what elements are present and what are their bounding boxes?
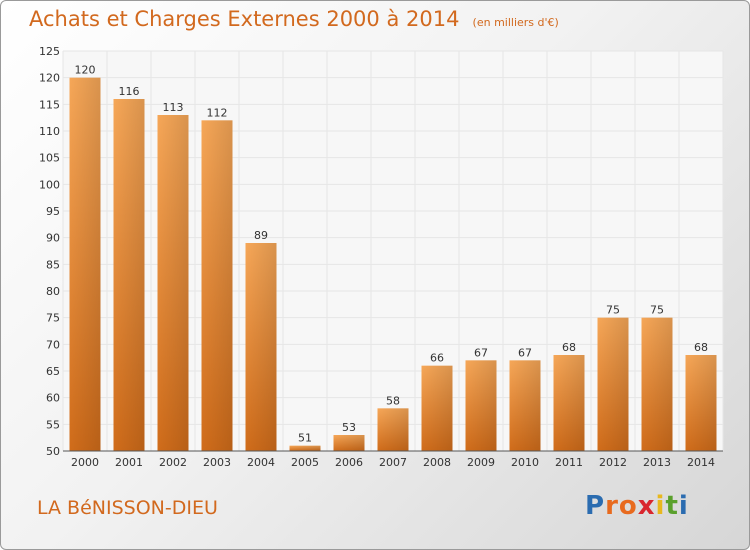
x-tick-label: 2000 bbox=[71, 456, 99, 469]
logo-letter: i bbox=[678, 491, 689, 521]
bar-shade bbox=[553, 355, 585, 451]
data-label: 66 bbox=[430, 352, 444, 365]
logo-letter: i bbox=[655, 491, 666, 521]
x-tick-label: 2008 bbox=[423, 456, 451, 469]
data-label: 116 bbox=[119, 85, 140, 98]
logo-letter: P bbox=[585, 491, 606, 521]
bar-shade bbox=[333, 435, 365, 451]
x-tick-label: 2004 bbox=[247, 456, 275, 469]
y-tick-label: 105 bbox=[39, 152, 60, 165]
bar-shade bbox=[157, 115, 189, 451]
data-label: 51 bbox=[298, 432, 312, 445]
y-tick-label: 65 bbox=[46, 365, 60, 378]
data-label: 68 bbox=[694, 341, 708, 354]
data-labels: 120 116 113 112 89 51 53 58 66 67 67 68 75 75 68 bbox=[75, 64, 709, 445]
y-tick-label: 90 bbox=[46, 232, 60, 245]
x-tick-label: 2001 bbox=[115, 456, 143, 469]
bar-shade bbox=[597, 317, 629, 451]
x-tick-label: 2010 bbox=[511, 456, 539, 469]
bar-shade bbox=[641, 317, 673, 451]
data-label: 89 bbox=[254, 229, 268, 242]
x-tick-label: 2003 bbox=[203, 456, 231, 469]
commune-name: LA BéNISSON-DIEU bbox=[37, 497, 218, 519]
x-tick-label: 2005 bbox=[291, 456, 319, 469]
proxiti-logo: Proxiti bbox=[585, 491, 689, 521]
data-label: 112 bbox=[207, 106, 228, 119]
bar-shade bbox=[377, 408, 409, 451]
bar-shade bbox=[245, 243, 277, 451]
bar-shade bbox=[201, 120, 233, 451]
y-tick-label: 95 bbox=[46, 205, 60, 218]
bar-shade bbox=[113, 99, 145, 451]
bar-shade bbox=[509, 360, 541, 451]
bar-shade bbox=[685, 355, 717, 451]
y-tick-label: 75 bbox=[46, 312, 60, 325]
logo-letter: x bbox=[637, 491, 656, 521]
data-label: 67 bbox=[518, 346, 532, 359]
y-tick-label: 55 bbox=[46, 418, 60, 431]
x-tick-label: 2006 bbox=[335, 456, 363, 469]
bar-shade bbox=[289, 445, 321, 451]
y-tick-label: 60 bbox=[46, 392, 60, 405]
chart-title-block: Achats et Charges Externes 2000 à 2014 (… bbox=[29, 7, 559, 31]
y-tick-label: 80 bbox=[46, 285, 60, 298]
data-label: 67 bbox=[474, 346, 488, 359]
x-tick-label: 2011 bbox=[555, 456, 583, 469]
y-tick-label: 85 bbox=[46, 258, 60, 271]
chart-unit: (en milliers d'€) bbox=[472, 16, 559, 29]
logo-letter: o bbox=[618, 491, 638, 521]
chart-title: Achats et Charges Externes 2000 à 2014 bbox=[29, 7, 460, 31]
y-tick-label: 70 bbox=[46, 338, 60, 351]
data-label: 58 bbox=[386, 394, 400, 407]
logo-letter: t bbox=[665, 491, 679, 521]
x-tick-label: 2012 bbox=[599, 456, 627, 469]
data-label: 75 bbox=[650, 304, 664, 317]
data-label: 75 bbox=[606, 304, 620, 317]
bar-shade bbox=[421, 365, 453, 451]
y-tick-label: 125 bbox=[39, 45, 60, 58]
bar-shade bbox=[69, 77, 101, 452]
axes: 50 55 60 65 70 75 80 85 90 95 100 105 110 115 120 125 20… bbox=[39, 45, 723, 469]
bar-shade bbox=[465, 360, 497, 451]
x-tick-label: 2009 bbox=[467, 456, 495, 469]
x-tick-label: 2013 bbox=[643, 456, 671, 469]
y-tick-label: 120 bbox=[39, 72, 60, 85]
data-label: 68 bbox=[562, 341, 576, 354]
x-tick-label: 2014 bbox=[687, 456, 715, 469]
data-label: 113 bbox=[163, 101, 184, 114]
data-label: 53 bbox=[342, 421, 356, 434]
y-tick-label: 50 bbox=[46, 445, 60, 458]
x-tick-label: 2002 bbox=[159, 456, 187, 469]
data-label: 120 bbox=[75, 64, 96, 77]
y-tick-label: 100 bbox=[39, 178, 60, 191]
y-tick-label: 110 bbox=[39, 125, 60, 138]
bars bbox=[69, 77, 717, 452]
y-tick-label: 115 bbox=[39, 98, 60, 111]
x-tick-label: 2007 bbox=[379, 456, 407, 469]
logo-letter: r bbox=[605, 491, 619, 521]
